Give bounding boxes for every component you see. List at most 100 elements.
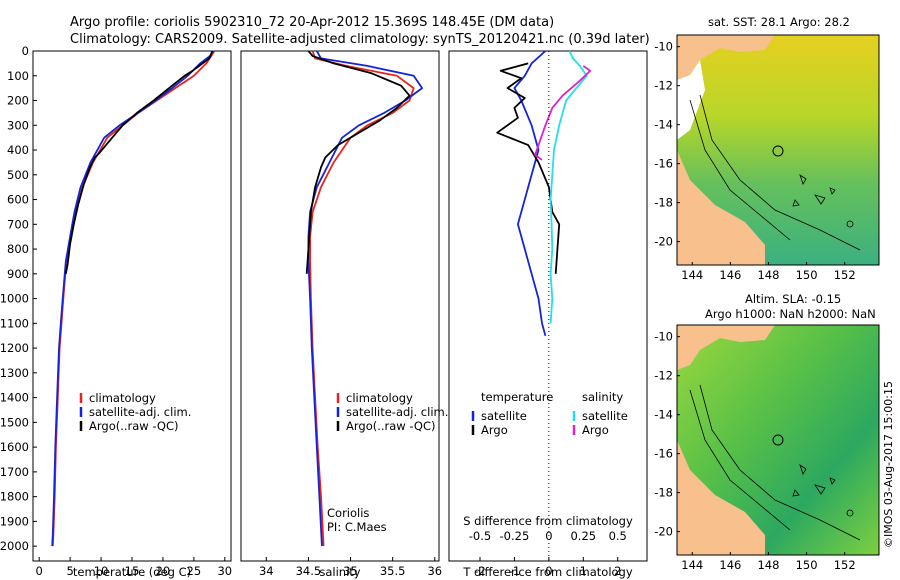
salinity-legend-label: satellite-adj. clim. (346, 405, 448, 419)
salinity-series-argo (305, 50, 411, 274)
sla-coast (689, 389, 791, 531)
temperature-legend-label: Argo(..raw -QC) (89, 419, 179, 433)
sla-land-north (677, 325, 775, 370)
differences-series-t-satellite (513, 50, 547, 336)
sla-islands (792, 464, 836, 497)
diff-legend-header-salinity: salinity (582, 390, 623, 404)
temperature-series-argo (64, 50, 214, 274)
diff-legend-temperature-label: Argo (481, 423, 508, 437)
salinity-xlabel: salinity (319, 565, 360, 579)
sst-reef-contour (699, 94, 861, 251)
depth-tick-label: 100 (7, 69, 29, 83)
depth-tick-label: 1800 (0, 490, 29, 504)
sla-map-title-1: Altim. SLA: -0.15 (745, 292, 841, 306)
sla-lat-tick-label: -10 (654, 330, 673, 344)
panel-temperature: 0 5 10 15 20 25 30 temperature (deg C) 0 100 200 30… (0, 44, 232, 579)
sdiff-tick-label: 0.5 (609, 529, 627, 543)
sla-map-title-2: Argo h1000: NaN h2000: NaN (705, 307, 876, 321)
temperature-xtick-label: 5 (66, 564, 73, 578)
sdiff-tick-label: 0 (545, 529, 552, 543)
sdiff-tick-label: -0.25 (500, 529, 530, 543)
temperature-xlabel: temperature (deg C) (73, 565, 191, 579)
sst-missing-data (677, 60, 705, 140)
sst-lon-tick-label: 148 (757, 268, 779, 282)
sst-coast (689, 99, 791, 241)
salinity-series-satellite-adj-clim- (307, 50, 424, 547)
differences-series-s-satellite (549, 50, 588, 324)
temperature-frame (32, 50, 232, 562)
sla-lon-tick-label: 144 (681, 558, 703, 572)
sst-argo-location-marker (772, 145, 784, 157)
differences-xtick-label: -1 (509, 564, 520, 578)
sst-lat-tick-label: -10 (654, 40, 673, 54)
sla-argo-location-marker (772, 434, 784, 446)
depth-tick-label: 2000 (0, 539, 29, 553)
temperature-legend-label: climatology (89, 391, 156, 405)
sst-lat-tick-label: -18 (654, 196, 673, 210)
depth-tick-label: 1600 (0, 440, 29, 454)
sla-lat-tick-label: -16 (654, 447, 673, 461)
sst-map: sat. SST: 28.1 Argo: 28.2 144 146 148 150 15… (654, 15, 880, 282)
temperature-xtick-label: 0 (36, 564, 43, 578)
sla-land-west (677, 440, 765, 555)
salinity-frame (240, 50, 440, 562)
depth-tick-label: 1500 (0, 415, 29, 429)
depth-tick-label: 300 (7, 118, 29, 132)
temperature-xtick-label: 10 (94, 564, 109, 578)
temperature-series-satellite-adj-clim- (51, 50, 214, 547)
depth-tick-label: 500 (7, 168, 29, 182)
sst-lat-tick-label: -20 (654, 235, 673, 249)
differences-frame (448, 50, 648, 562)
salinity-xtick-label: 34.5 (296, 564, 322, 578)
sdiff-label: S difference from climatology (463, 514, 633, 528)
depth-tick-label: 1200 (0, 341, 29, 355)
sst-map-frame (676, 34, 880, 266)
temperature-xtick-label: 15 (125, 564, 140, 578)
sst-lon-tick-label: 152 (834, 268, 856, 282)
temperature-xtick-label: 30 (217, 564, 232, 578)
depth-tick-label: 1000 (0, 292, 29, 306)
sla-lon-tick-label: 148 (757, 558, 779, 572)
sla-lon-tick-label: 152 (834, 558, 856, 572)
sla-map: Altim. SLA: -0.15 Argo h1000: NaN h2000:… (654, 292, 880, 572)
sst-islands (792, 174, 836, 207)
depth-tick-label: 0 (22, 44, 29, 58)
differences-xtick-label: 0 (545, 564, 552, 578)
depth-tick-label: 900 (7, 267, 29, 281)
depth-tick-label: 1300 (0, 366, 29, 380)
sdiff-tick-label: 0.25 (570, 529, 596, 543)
copyright: ©IMOS 03-Aug-2017 15:00:15 (882, 381, 895, 548)
sla-lon-tick-label: 150 (796, 558, 818, 572)
diff-legend-temperature-label: satellite (481, 409, 527, 423)
temperature-xtick-label: 20 (156, 564, 171, 578)
salinity-xtick-label: 35 (343, 564, 358, 578)
differences-xlabel: T difference from climatology (462, 565, 633, 579)
depth-tick-label: 1700 (0, 465, 29, 479)
header-line-1: Argo profile: coriolis 5902310_72 20-Apr… (70, 15, 554, 30)
sst-lat-tick-label: -14 (654, 118, 673, 132)
differences-xtick-label: -2 (474, 564, 485, 578)
panel-differences: -2 -1 0 1 2T difference from climatology -0.5… (448, 50, 648, 579)
diff-legend-header-temperature: temperature (481, 390, 553, 404)
salinity-legend-label: climatology (346, 391, 413, 405)
temperature-xtick-label: 25 (187, 564, 202, 578)
panel-salinity: 34 34.5 35 35.5 36 salinity climatologysatelli… (240, 50, 448, 579)
differences-xtick-label: 1 (580, 564, 587, 578)
differences-series-s-argo (534, 65, 592, 161)
diff-legend-salinity-label: satellite (582, 409, 628, 423)
sst-land-west (677, 150, 765, 265)
depth-tick-label: 700 (7, 217, 29, 231)
salinity-xtick-label: 34 (259, 564, 274, 578)
salinity-xtick-label: 36 (427, 564, 442, 578)
sst-lat-tick-label: -16 (654, 157, 673, 171)
sst-lon-tick-label: 144 (681, 268, 703, 282)
sla-small-marker (846, 509, 854, 517)
sla-lat-tick-label: -18 (654, 486, 673, 500)
sst-small-marker (846, 220, 854, 228)
sla-lat-tick-label: -20 (654, 525, 673, 539)
sla-map-frame (676, 324, 880, 556)
depth-tick-label: 200 (7, 94, 29, 108)
depth-tick-label: 800 (7, 242, 29, 256)
